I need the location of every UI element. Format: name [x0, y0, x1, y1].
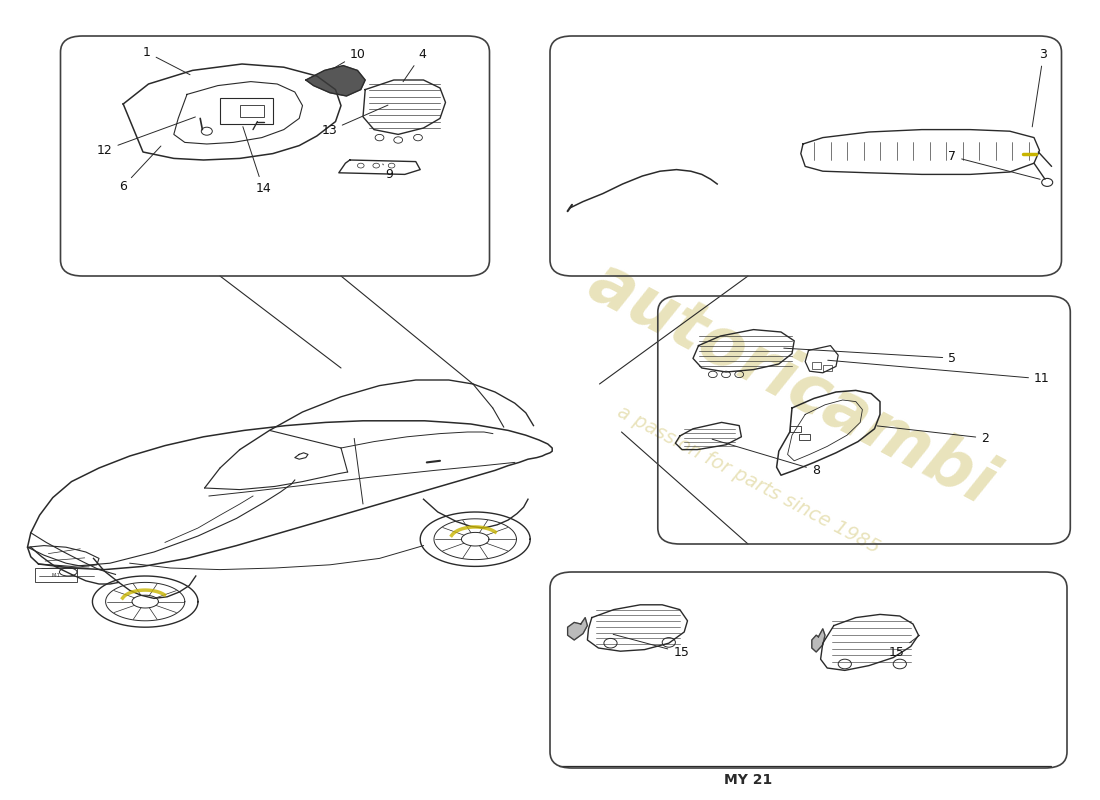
Text: 7: 7 [948, 150, 1041, 179]
Text: 10: 10 [332, 47, 365, 69]
Bar [220, 98, 273, 124]
Text: 1: 1 [143, 46, 190, 74]
Text: 4: 4 [403, 47, 426, 82]
Text: MY 21: MY 21 [724, 773, 772, 787]
Text: 13: 13 [321, 105, 388, 138]
Bar [799, 434, 810, 440]
Text: 12: 12 [97, 117, 196, 157]
Polygon shape [568, 618, 587, 640]
Text: 5: 5 [784, 348, 956, 365]
Text: a passion for parts since 1985: a passion for parts since 1985 [614, 402, 882, 558]
Bar [790, 426, 801, 432]
Text: 14: 14 [243, 126, 271, 195]
Polygon shape [812, 629, 825, 652]
Text: autoricambi: autoricambi [578, 249, 1006, 519]
Bar [240, 105, 264, 117]
Text: 15: 15 [889, 635, 920, 659]
Text: 3: 3 [1032, 47, 1047, 127]
Text: 8: 8 [712, 439, 820, 477]
Bar [35, 568, 77, 582]
Text: M·1: M·1 [52, 573, 60, 578]
Bar [812, 362, 821, 369]
Text: 2: 2 [878, 426, 989, 445]
Text: 15: 15 [613, 634, 689, 659]
Text: 6: 6 [119, 146, 161, 194]
Bar [823, 365, 832, 371]
Text: 11: 11 [828, 360, 1049, 386]
Polygon shape [306, 66, 365, 96]
Text: 9: 9 [383, 164, 393, 181]
